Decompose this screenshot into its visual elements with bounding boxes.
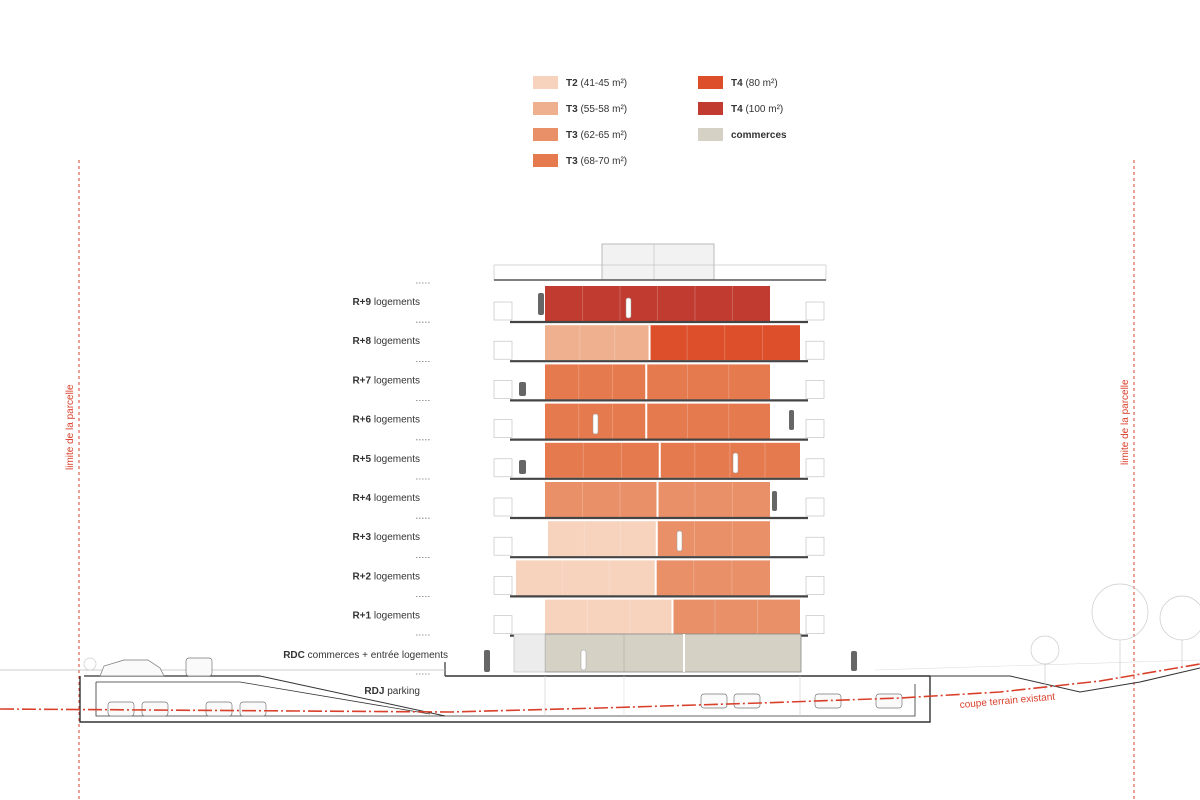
car-icon xyxy=(875,693,903,709)
car-icon xyxy=(239,701,267,717)
floor-label: R+5 logements xyxy=(352,454,420,465)
apartment-unit xyxy=(545,442,660,478)
people xyxy=(484,293,857,672)
legend-label: T3 (55-58 m²) xyxy=(566,104,627,115)
apartment-unit xyxy=(646,403,770,439)
person-icon xyxy=(519,460,526,474)
floor-label: R+8 logements xyxy=(352,336,420,347)
floors: R+9 logements R+8 logements R+7 logements R… xyxy=(352,282,825,637)
street-car-icon xyxy=(185,657,213,677)
person-icon xyxy=(519,382,526,396)
apartment-unit xyxy=(545,286,770,321)
legend-label: T4 (80 m²) xyxy=(731,78,778,89)
legend-item: T2 (41-45 m²) xyxy=(533,76,627,89)
floor-r-3: R+3 logements xyxy=(352,517,825,559)
apartment-unit xyxy=(649,325,800,361)
floor-r-5: R+5 logements xyxy=(352,439,825,480)
tree-icon xyxy=(1159,595,1200,641)
legend-label: T3 (62-65 m²) xyxy=(566,130,627,141)
car-icon xyxy=(205,701,233,717)
floor-r-4: R+4 logements xyxy=(352,478,825,520)
ground-floor xyxy=(444,633,930,677)
basement-label: RDJ parking xyxy=(364,686,420,697)
roof-structure xyxy=(493,243,827,281)
person-icon xyxy=(732,452,739,474)
ground-floor-label: RDC commerces + entrée logements xyxy=(283,650,448,661)
legend-swatch xyxy=(698,76,723,89)
legend-swatch xyxy=(533,154,558,167)
floor-r-9: R+9 logements xyxy=(352,282,825,324)
car-icon xyxy=(700,693,728,709)
apartment-unit xyxy=(657,482,770,517)
legend-swatch xyxy=(698,102,723,115)
apartment-unit xyxy=(545,482,658,517)
trees xyxy=(83,583,1200,690)
legend-label: T4 (100 m²) xyxy=(731,104,783,115)
apartment-unit xyxy=(655,560,770,596)
floor-label: R+9 logements xyxy=(352,297,420,308)
person-icon xyxy=(484,650,490,672)
existing-terrain-label: coupe terrain existant xyxy=(959,692,1055,711)
person-icon xyxy=(625,297,632,319)
parcel-limit-right-label: limite de la parcelle xyxy=(1120,379,1131,465)
person-icon xyxy=(676,530,683,552)
existing-terrain-line xyxy=(0,663,1200,713)
legend-swatch xyxy=(533,102,558,115)
person-icon xyxy=(789,410,794,430)
floor-r-6: R+6 logements xyxy=(352,400,825,441)
legend-swatch xyxy=(533,128,558,141)
apartment-unit xyxy=(545,364,647,400)
shrub-icon xyxy=(83,657,97,671)
floor-label: R+4 logements xyxy=(352,493,420,504)
legend-swatch xyxy=(533,76,558,89)
apartment-unit xyxy=(548,521,657,557)
legend-label: commerces xyxy=(731,130,787,141)
legend-label: T2 (41-45 m²) xyxy=(566,78,627,89)
legend-item: T3 (62-65 m²) xyxy=(533,128,627,141)
floor-r-7: R+7 logements xyxy=(352,360,825,402)
floor-r-2: R+2 logements xyxy=(352,557,825,598)
apartment-unit xyxy=(672,599,800,635)
legend: T2 (41-45 m²) T3 (55-58 m²) T3 (62-65 m²) T… xyxy=(533,76,787,167)
car-icon xyxy=(107,701,135,717)
apartment-unit xyxy=(646,364,770,400)
parcel-limit-left-label: limite de la parcelle xyxy=(65,384,76,470)
apartment-unit xyxy=(545,325,650,361)
legend-item: T4 (100 m²) xyxy=(698,102,783,115)
car-icon xyxy=(733,693,761,709)
floor-r-1: R+1 logements xyxy=(352,596,825,637)
apartment-unit xyxy=(516,560,656,596)
car-icon xyxy=(141,701,169,717)
legend-item: T4 (80 m²) xyxy=(698,76,778,89)
commerces-unit xyxy=(544,633,802,673)
floor-label: R+1 logements xyxy=(352,611,420,622)
floor-label: R+3 logements xyxy=(352,532,420,543)
floor-label: R+6 logements xyxy=(352,415,420,426)
parked-cars xyxy=(99,657,903,717)
street-car-icon xyxy=(99,659,165,677)
apartment-unit xyxy=(545,599,673,635)
legend-label: T3 (68-70 m²) xyxy=(566,156,627,167)
legend-item: T3 (55-58 m²) xyxy=(533,102,627,115)
site-section xyxy=(0,659,1200,723)
tree-icon xyxy=(1030,635,1060,665)
legend-item: commerces xyxy=(698,128,787,141)
person-icon xyxy=(851,651,857,671)
person-icon xyxy=(580,649,587,671)
apartment-unit xyxy=(659,442,800,478)
person-icon xyxy=(538,293,544,315)
apartment-unit xyxy=(656,521,770,557)
person-icon xyxy=(772,491,777,511)
floor-r-8: R+8 logements xyxy=(352,321,825,363)
floor-label: R+2 logements xyxy=(352,571,420,582)
person-icon xyxy=(592,413,599,435)
floor-label: R+7 logements xyxy=(352,375,420,386)
legend-swatch xyxy=(698,128,723,141)
tree-icon xyxy=(1091,583,1149,641)
legend-item: T3 (68-70 m²) xyxy=(533,154,627,167)
